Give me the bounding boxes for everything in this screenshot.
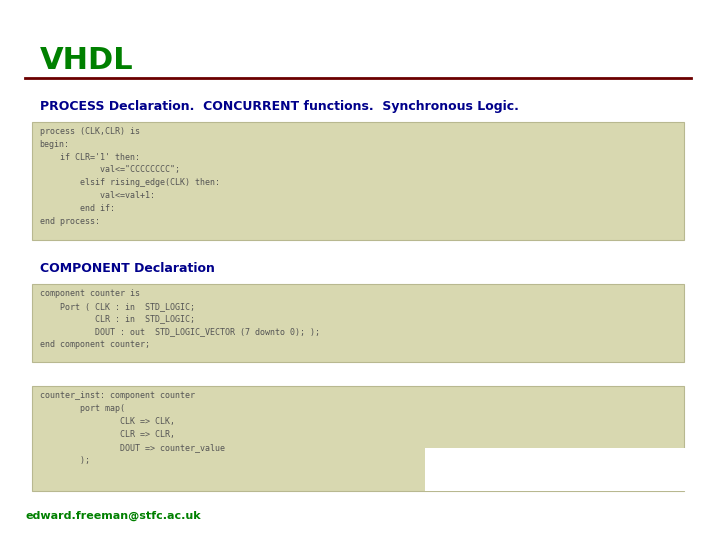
FancyBboxPatch shape xyxy=(425,448,691,491)
Text: COMPONENT Declaration: COMPONENT Declaration xyxy=(40,262,215,275)
Text: PROCESS Declaration.  CONCURRENT functions.  Synchronous Logic.: PROCESS Declaration. CONCURRENT function… xyxy=(40,100,518,113)
Text: component counter is
    Port ( CLK : in  STD_LOGIC;
           CLR : in  STD_LO: component counter is Port ( CLK : in STD… xyxy=(40,289,320,349)
Text: counter_inst: component counter
        port map(
                CLK => CLK,
  : counter_inst: component counter port map… xyxy=(40,392,225,465)
FancyBboxPatch shape xyxy=(32,386,684,491)
FancyBboxPatch shape xyxy=(32,122,684,240)
Text: edward.freeman@stfc.ac.uk: edward.freeman@stfc.ac.uk xyxy=(25,511,201,521)
FancyBboxPatch shape xyxy=(32,284,684,362)
Text: VHDL: VHDL xyxy=(40,46,133,75)
Text: process (CLK,CLR) is
begin:
    if CLR='1' then:
            val<="CCCCCCCC";
  : process (CLK,CLR) is begin: if CLR='1' t… xyxy=(40,127,220,226)
